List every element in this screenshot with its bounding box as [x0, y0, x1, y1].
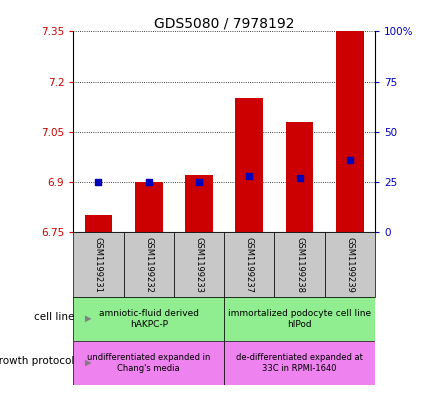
Bar [274, 232, 324, 297]
Title: GDS5080 / 7978192: GDS5080 / 7978192 [154, 16, 294, 30]
Text: GSM1199237: GSM1199237 [244, 237, 253, 292]
Text: growth protocol: growth protocol [0, 356, 74, 366]
Text: GSM1199231: GSM1199231 [94, 237, 103, 292]
Point [95, 179, 101, 185]
Bar [224, 232, 274, 297]
Text: GSM1199238: GSM1199238 [295, 237, 303, 292]
Bar [73, 341, 224, 385]
Bar [73, 297, 224, 341]
Text: GSM1199233: GSM1199233 [194, 237, 203, 292]
Point [295, 175, 302, 181]
Bar [173, 232, 224, 297]
Text: immortalized podocyte cell line
hIPod: immortalized podocyte cell line hIPod [227, 309, 370, 329]
Point [346, 157, 353, 163]
Text: GSM1199239: GSM1199239 [344, 237, 353, 292]
Bar [224, 341, 374, 385]
Point [195, 179, 202, 185]
Bar [84, 215, 112, 232]
Text: cell line: cell line [34, 312, 74, 321]
Text: undifferentiated expanded in
Chang's media: undifferentiated expanded in Chang's med… [87, 353, 210, 373]
Bar [235, 98, 262, 232]
Text: GSM1199232: GSM1199232 [144, 237, 153, 292]
Point [245, 173, 252, 179]
Bar [185, 175, 212, 232]
Bar [224, 297, 374, 341]
Bar [123, 232, 173, 297]
Text: amniotic-fluid derived
hAKPC-P: amniotic-fluid derived hAKPC-P [98, 309, 198, 329]
Point [145, 179, 152, 185]
Bar [324, 232, 374, 297]
Bar [285, 122, 313, 232]
Bar [135, 182, 162, 232]
Bar [335, 31, 363, 232]
Bar [73, 232, 123, 297]
Text: de-differentiated expanded at
33C in RPMI-1640: de-differentiated expanded at 33C in RPM… [236, 353, 362, 373]
